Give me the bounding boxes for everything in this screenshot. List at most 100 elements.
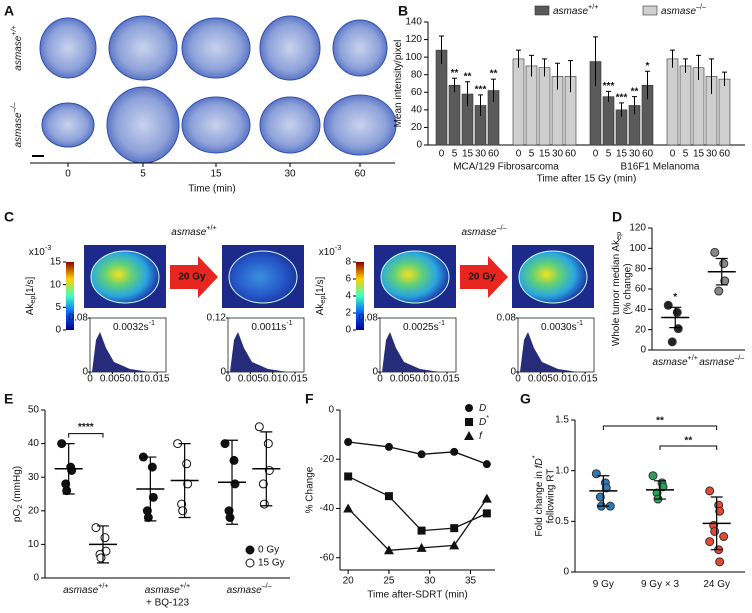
error-bar [491,78,496,102]
bar [718,78,731,146]
data-point [147,462,157,472]
marker [450,524,459,533]
data-point [710,247,720,257]
data-point [715,557,725,567]
colorbar-tick-label: 2 [345,308,351,319]
text-part: asmase [227,585,262,596]
error-bar [439,35,444,65]
histogram-shape [520,332,578,372]
y-tick-label: 50 [28,405,40,416]
colorbar-tick-label: 5 [55,302,61,313]
x-tick-note: + BQ-123 [146,598,190,609]
colorbar [356,262,364,330]
hist-x-tick-label: 0.005 [528,374,553,385]
error-bar [645,70,650,100]
data-point [672,307,682,317]
legend-marker [245,558,255,568]
arrow [170,256,218,298]
error-bar [62,443,75,495]
tissue-image [259,96,321,154]
marker [344,438,353,446]
error-bar [478,94,483,117]
x-tick-label: asmase+/+ [653,353,698,368]
hist-x-tick-label: 0 [87,374,93,385]
hist-x-tick-label: 0 [377,374,383,385]
marker [482,509,491,518]
text-part: x10 [29,247,46,258]
text-part: 0.0030s [541,322,577,333]
text-part: (mmHg) [12,466,23,505]
text-part: Ak [25,303,36,316]
panel-label: F [305,391,314,407]
y-tick-label: 0 [328,405,334,416]
hist-y-tick-label: 0.08 [359,313,379,324]
text-part: f [479,431,483,442]
y-tick-label: 20 [28,505,40,516]
text-part: ep [614,232,623,240]
heatmap [518,250,588,304]
y-tick-label: 120 [405,34,422,45]
x-tick-label: 20 [343,576,355,587]
text-part: Ak [315,303,326,316]
text-part: Whole tumor median Ak [611,239,622,346]
x-axis-label: Time after-SDRT (min) [367,590,467,601]
hist-y-tick-label: 0 [220,367,226,378]
data-point [591,469,601,479]
text-part: asmase [461,227,496,238]
text-part: Fold change in [534,468,545,536]
x-tick-label: 60 [719,149,731,160]
heatmap [228,250,298,304]
x-tick-label: asmase+/+ [145,581,190,596]
data-point [259,499,269,509]
bar [602,96,615,146]
error-bar [260,431,273,507]
data-point [714,286,724,296]
bar [525,65,538,146]
group-label: B16F1 Melanoma [621,162,700,173]
significance: ** [464,71,472,82]
row-label: asmase+/+ [9,25,24,70]
error-bar [654,480,666,500]
text-part: +/+ [180,581,190,590]
x-tick-label: 30 [706,149,718,160]
marker [416,542,427,552]
tissue-image [181,96,251,154]
x-tick-label: asmase–/– [227,581,272,596]
significance: * [673,292,677,303]
significance: ** [451,68,459,79]
y-tick-label: -60 [320,552,335,563]
y-tick-label: 0 [416,140,422,151]
text-part: asmase [145,585,180,596]
data-point [705,486,715,496]
hist-y-tick-label: 0 [82,367,88,378]
text-part: asmase [553,6,588,17]
marker [417,450,426,459]
text-part: D [479,417,486,428]
error-bar [568,60,573,93]
error-bar [715,257,728,286]
text-part: asmase [171,227,206,238]
error-bar [96,525,109,564]
data-point [96,553,106,563]
marker [449,540,460,550]
y-tick-label: 0 [563,567,569,578]
y-tick-label: 0.5 [555,516,569,527]
error-bar [529,54,534,77]
text-part: asmase [661,6,696,17]
error-bar [669,306,682,329]
x-tick-label: 5 [452,149,458,160]
colorbar-tick-label: 4 [345,291,351,302]
histogram-value: 0.0030s-1 [541,318,583,333]
tissue-image [181,17,251,79]
error-bar [555,62,560,90]
x-tick-label: 15 [210,169,222,180]
error-bar [465,81,470,107]
panel-label: B [398,3,408,19]
data-point [719,532,729,542]
x-tick-label: 35 [465,576,477,587]
significance: ** [684,436,692,447]
text-part: +/+ [9,25,18,35]
hist-y-tick-label: 0 [372,367,378,378]
error-bar [683,58,688,73]
